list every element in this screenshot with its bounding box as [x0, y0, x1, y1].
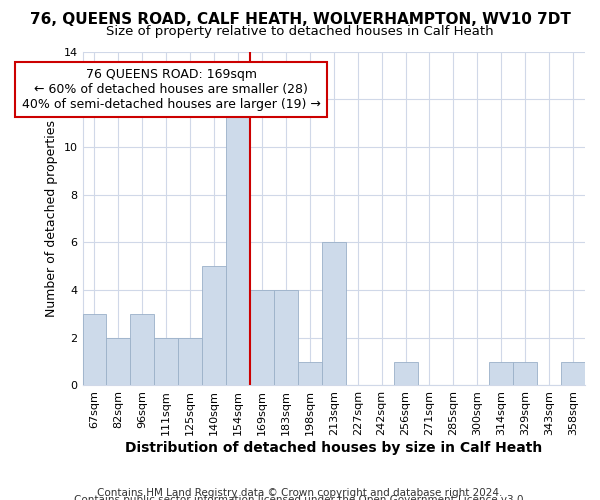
- Bar: [154, 338, 178, 386]
- Text: Contains public sector information licensed under the Open Government Licence v3: Contains public sector information licen…: [74, 495, 526, 500]
- Bar: [274, 290, 298, 386]
- Bar: [489, 362, 513, 386]
- Text: 76 QUEENS ROAD: 169sqm
← 60% of detached houses are smaller (28)
40% of semi-det: 76 QUEENS ROAD: 169sqm ← 60% of detached…: [22, 68, 320, 111]
- Bar: [178, 338, 202, 386]
- Text: 76, QUEENS ROAD, CALF HEATH, WOLVERHAMPTON, WV10 7DT: 76, QUEENS ROAD, CALF HEATH, WOLVERHAMPT…: [29, 12, 571, 28]
- Bar: [561, 362, 585, 386]
- Text: Size of property relative to detached houses in Calf Heath: Size of property relative to detached ho…: [106, 25, 494, 38]
- Bar: [394, 362, 418, 386]
- X-axis label: Distribution of detached houses by size in Calf Heath: Distribution of detached houses by size …: [125, 441, 542, 455]
- Bar: [298, 362, 322, 386]
- Bar: [513, 362, 537, 386]
- Text: Contains HM Land Registry data © Crown copyright and database right 2024.: Contains HM Land Registry data © Crown c…: [97, 488, 503, 498]
- Bar: [202, 266, 226, 386]
- Y-axis label: Number of detached properties: Number of detached properties: [45, 120, 58, 317]
- Bar: [322, 242, 346, 386]
- Bar: [250, 290, 274, 386]
- Bar: [83, 314, 106, 386]
- Bar: [130, 314, 154, 386]
- Bar: [226, 99, 250, 386]
- Bar: [106, 338, 130, 386]
